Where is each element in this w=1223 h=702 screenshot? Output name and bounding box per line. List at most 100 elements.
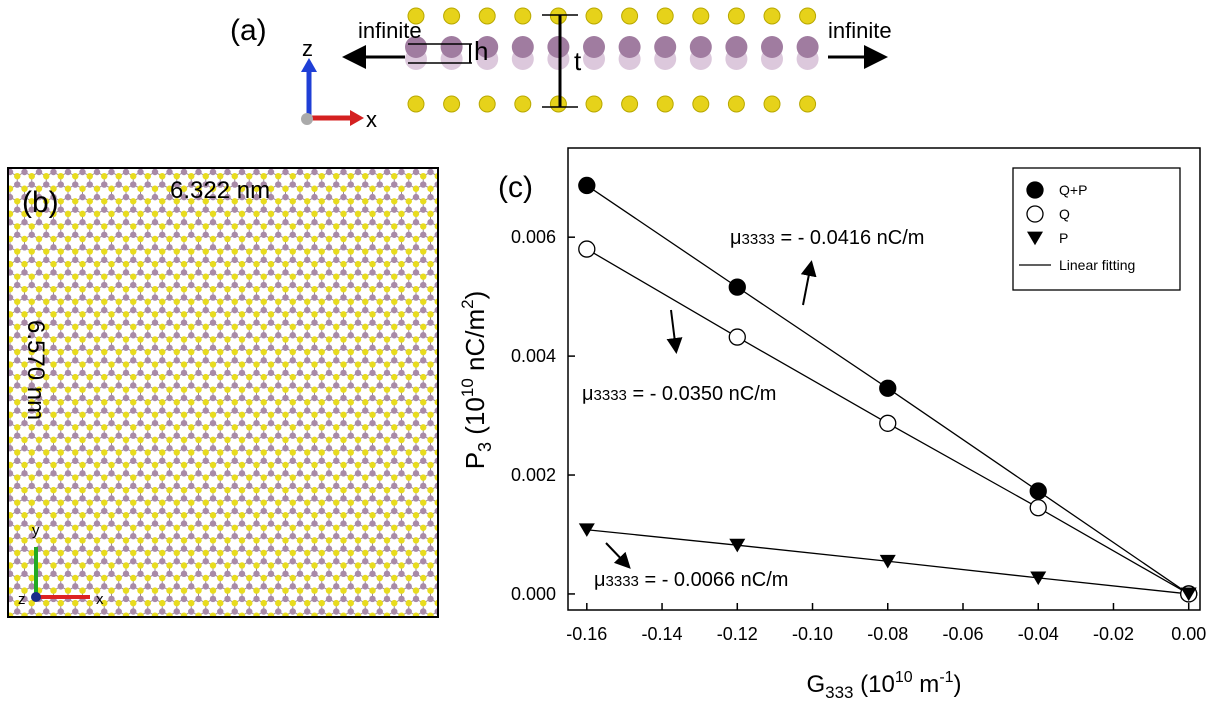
atom xyxy=(14,625,20,631)
atom xyxy=(50,311,57,318)
axis-arrowhead xyxy=(350,110,364,126)
atom xyxy=(420,256,427,264)
atom xyxy=(166,587,173,594)
atom xyxy=(412,595,420,603)
atom xyxy=(260,507,267,515)
atom xyxy=(253,587,260,594)
atom xyxy=(108,621,114,627)
marker xyxy=(728,328,746,346)
atom xyxy=(122,294,130,301)
atom xyxy=(267,244,275,251)
atom xyxy=(296,436,304,444)
atom xyxy=(340,512,347,519)
atom xyxy=(151,419,159,427)
atom xyxy=(188,449,195,456)
annotation: 6.570 nm xyxy=(22,320,49,420)
atom xyxy=(354,244,362,251)
atom xyxy=(282,319,289,326)
atom xyxy=(14,181,21,188)
atom xyxy=(325,311,333,318)
atom xyxy=(86,357,93,364)
atom xyxy=(151,219,159,226)
atom xyxy=(296,260,304,268)
atom xyxy=(137,235,144,243)
atom xyxy=(412,311,420,318)
atom xyxy=(28,332,35,339)
atom xyxy=(398,369,405,377)
atom xyxy=(57,457,64,465)
atom xyxy=(0,181,6,187)
atom xyxy=(9,294,14,301)
atom xyxy=(86,524,93,531)
atom xyxy=(101,172,108,180)
atom xyxy=(93,344,101,351)
atom xyxy=(144,281,151,289)
atom xyxy=(449,307,455,313)
atom xyxy=(217,273,224,280)
atom xyxy=(72,357,79,364)
atom xyxy=(195,260,202,268)
atom xyxy=(57,223,64,230)
atom xyxy=(391,373,398,381)
atom xyxy=(144,432,151,439)
atom xyxy=(14,549,21,557)
atom xyxy=(173,373,180,381)
atom xyxy=(333,532,340,540)
atom xyxy=(144,507,151,515)
atom xyxy=(79,311,86,318)
atom xyxy=(195,386,202,393)
atom xyxy=(72,625,78,631)
atom xyxy=(137,260,144,268)
atom xyxy=(347,507,354,515)
atom xyxy=(412,612,420,616)
atom xyxy=(246,306,253,314)
atom xyxy=(43,625,49,631)
atom xyxy=(311,512,318,519)
atom xyxy=(376,306,383,314)
atom xyxy=(43,382,50,389)
atom xyxy=(340,235,347,243)
atom xyxy=(0,173,6,179)
atom xyxy=(304,357,311,364)
atom xyxy=(130,281,137,289)
atom xyxy=(282,621,288,627)
atom xyxy=(420,599,427,607)
atom xyxy=(195,219,202,226)
atom xyxy=(64,411,72,418)
atom xyxy=(347,306,354,314)
atom xyxy=(398,445,405,452)
atom xyxy=(43,532,50,540)
atom xyxy=(412,169,420,176)
atom xyxy=(144,298,151,305)
atom xyxy=(115,281,122,289)
atom xyxy=(108,595,115,603)
atom xyxy=(144,407,151,414)
atom xyxy=(405,198,412,205)
atom xyxy=(57,407,64,414)
atom xyxy=(188,424,195,431)
atom xyxy=(224,470,231,477)
atom xyxy=(130,608,137,615)
atom xyxy=(209,562,217,569)
atom xyxy=(151,411,159,418)
marker xyxy=(1180,587,1197,602)
atom xyxy=(28,248,35,255)
atom xyxy=(188,298,195,305)
atom xyxy=(253,470,260,477)
atom xyxy=(369,621,375,627)
atom xyxy=(130,599,137,607)
annotation: h xyxy=(474,36,488,66)
atom xyxy=(260,549,267,557)
atom xyxy=(456,186,462,192)
atom xyxy=(383,545,391,552)
atom xyxy=(224,235,231,243)
annotation: infinite xyxy=(358,18,422,43)
atom xyxy=(64,235,72,243)
atom xyxy=(275,373,282,381)
atom xyxy=(362,457,369,465)
atom xyxy=(412,369,420,377)
atom xyxy=(93,486,101,494)
atom xyxy=(108,260,115,268)
atom xyxy=(202,574,209,582)
atom xyxy=(151,336,159,343)
